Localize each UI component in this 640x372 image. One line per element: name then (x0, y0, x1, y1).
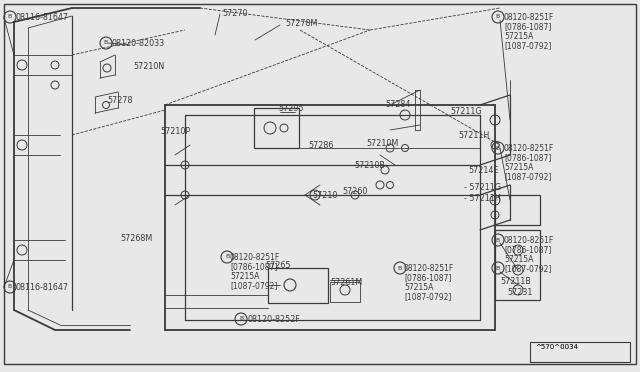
Text: B: B (496, 145, 500, 151)
Bar (495, 195, 540, 225)
Text: [1087-0792]: [1087-0792] (504, 173, 552, 182)
Text: 57284: 57284 (385, 100, 410, 109)
Text: 57265: 57265 (265, 261, 291, 270)
Text: 08120-8251F: 08120-8251F (504, 236, 554, 245)
Text: [0786-1087]: [0786-1087] (504, 22, 552, 32)
Text: 57214E: 57214E (468, 166, 499, 175)
Text: B: B (8, 285, 12, 289)
Text: 08120-82033: 08120-82033 (112, 39, 165, 48)
Text: 08120-8252F: 08120-8252F (248, 315, 301, 324)
Text: [0786-1087]: [0786-1087] (230, 263, 277, 272)
Text: [1087-0792]: [1087-0792] (504, 42, 552, 51)
Text: 57215A: 57215A (504, 32, 533, 41)
Text: 57210: 57210 (312, 191, 337, 200)
Text: 57278M: 57278M (285, 19, 317, 28)
Text: 57261M: 57261M (330, 278, 362, 287)
Text: ^570^0034: ^570^0034 (535, 344, 578, 350)
Text: 08120-8251F: 08120-8251F (504, 13, 554, 22)
Text: [1087-0792]: [1087-0792] (404, 292, 451, 301)
Text: B: B (496, 237, 500, 243)
Text: - 57211G: - 57211G (464, 183, 501, 192)
Text: 08120-8251F: 08120-8251F (230, 253, 280, 262)
Text: 57215A: 57215A (504, 163, 533, 172)
Text: [0786-1087]: [0786-1087] (504, 246, 552, 254)
Text: 57215A: 57215A (404, 283, 433, 292)
Text: ^570^0034: ^570^0034 (535, 344, 578, 350)
Text: [1087-0792]: [1087-0792] (504, 264, 552, 273)
Text: 57215A: 57215A (504, 255, 533, 264)
Text: B: B (225, 254, 229, 260)
Text: 57210M: 57210M (366, 139, 398, 148)
Bar (530, 342, 630, 362)
Text: 57286: 57286 (308, 141, 333, 150)
Text: 57270: 57270 (222, 9, 248, 18)
Text: 57295: 57295 (278, 104, 303, 113)
Text: 57210B: 57210B (354, 161, 385, 170)
Text: 57210P: 57210P (160, 127, 190, 136)
Text: 57215A: 57215A (230, 272, 259, 281)
Text: 08120-8251F: 08120-8251F (404, 264, 454, 273)
Text: 57268M: 57268M (120, 234, 152, 243)
Text: B: B (496, 15, 500, 19)
Text: 08116-81647: 08116-81647 (16, 13, 69, 22)
Text: 57211B: 57211B (500, 277, 531, 286)
Text: B: B (239, 317, 243, 321)
Bar (254, 108, 299, 148)
Text: B: B (104, 41, 108, 45)
Text: 57231: 57231 (507, 288, 532, 297)
Bar (495, 230, 540, 300)
Bar (330, 282, 360, 302)
Text: [0786-1087]: [0786-1087] (404, 273, 451, 282)
Text: B: B (8, 15, 12, 19)
Bar (268, 268, 328, 303)
Text: 57210N: 57210N (133, 62, 164, 71)
Text: - 57211H: - 57211H (464, 194, 500, 203)
Text: 57211G: 57211G (450, 107, 482, 116)
Text: B: B (398, 266, 402, 270)
Text: B: B (496, 266, 500, 270)
Text: [0786-1087]: [0786-1087] (504, 154, 552, 163)
Text: [1087-0792]: [1087-0792] (230, 282, 277, 291)
Text: 57278: 57278 (107, 96, 132, 105)
Text: 08120-8251F: 08120-8251F (504, 144, 554, 153)
Text: 57211H: 57211H (458, 131, 489, 140)
Text: 08116-81647: 08116-81647 (16, 283, 69, 292)
Text: 57260: 57260 (342, 187, 367, 196)
